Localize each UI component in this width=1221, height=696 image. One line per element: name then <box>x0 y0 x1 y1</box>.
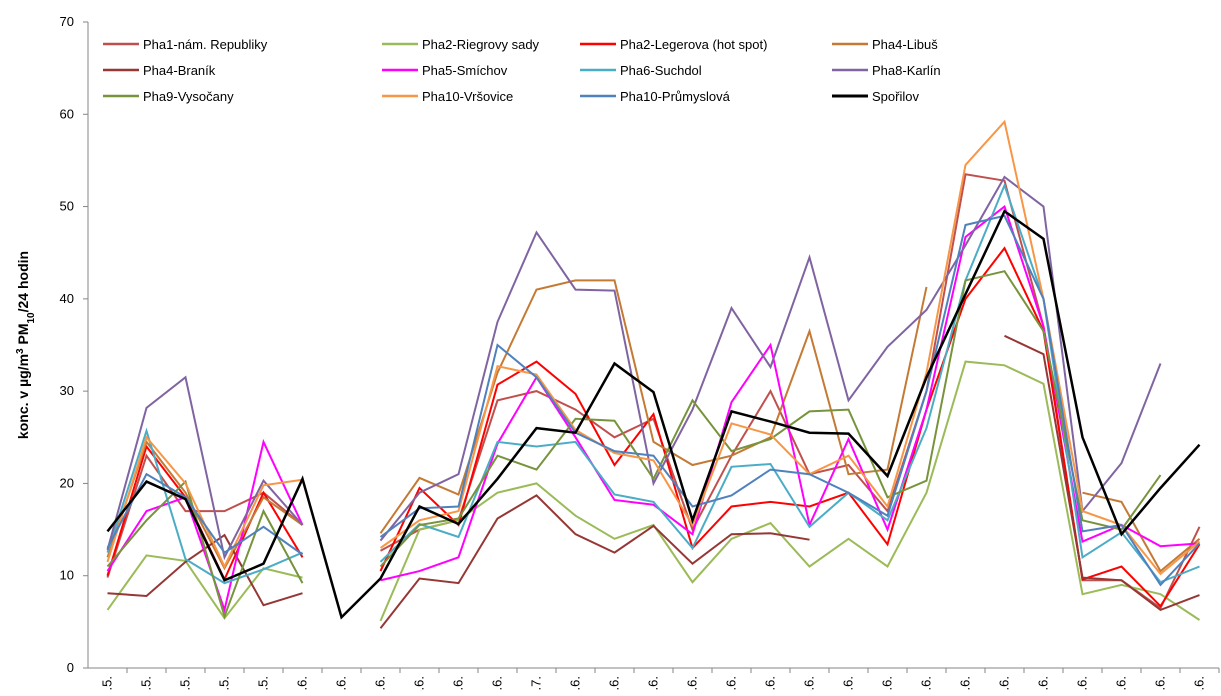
y-tick-label: 60 <box>60 106 74 121</box>
x-tick-label: 6.6. <box>490 676 505 691</box>
x-tick-label: 31.5. <box>256 676 271 691</box>
x-tick-label: 2.6. <box>334 676 349 691</box>
x-tick-label: 21.6. <box>1075 676 1090 691</box>
series-line <box>106 214 1201 587</box>
x-tick-label: 24.6. <box>1192 676 1207 691</box>
series-line <box>106 209 1201 620</box>
legend-label: Pha6-Suchdol <box>620 63 702 78</box>
x-tick-label: 14.6. <box>802 676 817 691</box>
y-label-part: PM <box>15 324 31 349</box>
x-tick-label: 23.6. <box>1153 676 1168 691</box>
legend-label: Pha10-Vršovice <box>422 89 513 104</box>
y-label-part: /24 hodin <box>15 251 31 312</box>
y-label-part: 10 <box>26 312 37 324</box>
legend-label: Pha1-nám. Republiky <box>143 37 268 52</box>
x-tick-label: 4.6. <box>412 676 427 691</box>
x-tick-label: 9.6. <box>607 676 622 691</box>
x-tick-label: 11.6. <box>685 676 700 691</box>
y-tick-label: 30 <box>60 383 74 398</box>
y-label-part: 3 <box>15 348 26 354</box>
legend-box <box>92 30 972 110</box>
x-tick-label: 16.6. <box>880 676 895 691</box>
legend-label: Pha2-Legerova (hot spot) <box>620 37 767 52</box>
x-tick-label: 28.5. <box>139 676 154 691</box>
x-tick-label: 13.6. <box>763 676 778 691</box>
x-tick-label: 8.6. <box>568 676 583 691</box>
legend-label: Pha8-Karlín <box>872 63 941 78</box>
x-tick-label: 19.6. <box>997 676 1012 691</box>
x-tick-label: 18.6. <box>958 676 973 691</box>
x-tick-label: 12.6. <box>724 676 739 691</box>
series-line <box>106 175 1162 561</box>
x-tick-label: 27.5. <box>100 676 115 691</box>
x-tick-label: 15.6. <box>841 676 856 691</box>
y-tick-label: 10 <box>60 568 74 583</box>
x-tick-label: 1.6. <box>295 676 310 691</box>
legend-label: Pha4-Libuš <box>872 37 938 52</box>
x-tick-label: 3.6. <box>373 676 388 691</box>
y-label-part: konc. v µg/m <box>15 354 31 439</box>
legend-label: Pha2-Riegrovy sady <box>422 37 540 52</box>
series-line <box>106 360 1201 622</box>
y-tick-label: 0 <box>67 660 74 675</box>
x-tick-label: 20.6. <box>1036 676 1051 691</box>
legend-label: Pha10-Průmyslová <box>620 89 731 104</box>
y-tick-label: 70 <box>60 14 74 29</box>
legend-label: Pha9-Vysočany <box>143 89 234 104</box>
legend-label: Pha5-Smíchov <box>422 63 508 78</box>
y-tick-label: 20 <box>60 475 74 490</box>
y-tick-label: 50 <box>60 199 74 214</box>
x-tick-label: 6.7. <box>529 676 544 691</box>
y-axis-label: konc. v µg/m3 PM10/24 hodin <box>15 251 37 439</box>
x-tick-label: 17.6. <box>919 676 934 691</box>
legend-label: Spořilov <box>872 89 919 104</box>
y-tick-label: 40 <box>60 291 74 306</box>
x-tick-label: 29.5. <box>178 676 193 691</box>
x-tick-label: 30.5. <box>217 676 232 691</box>
legend-label: Pha4-Braník <box>143 63 216 78</box>
x-tick-label: 10.6. <box>646 676 661 691</box>
x-tick-label: 22.6. <box>1114 676 1129 691</box>
x-tick-label: 5.6. <box>451 676 466 691</box>
